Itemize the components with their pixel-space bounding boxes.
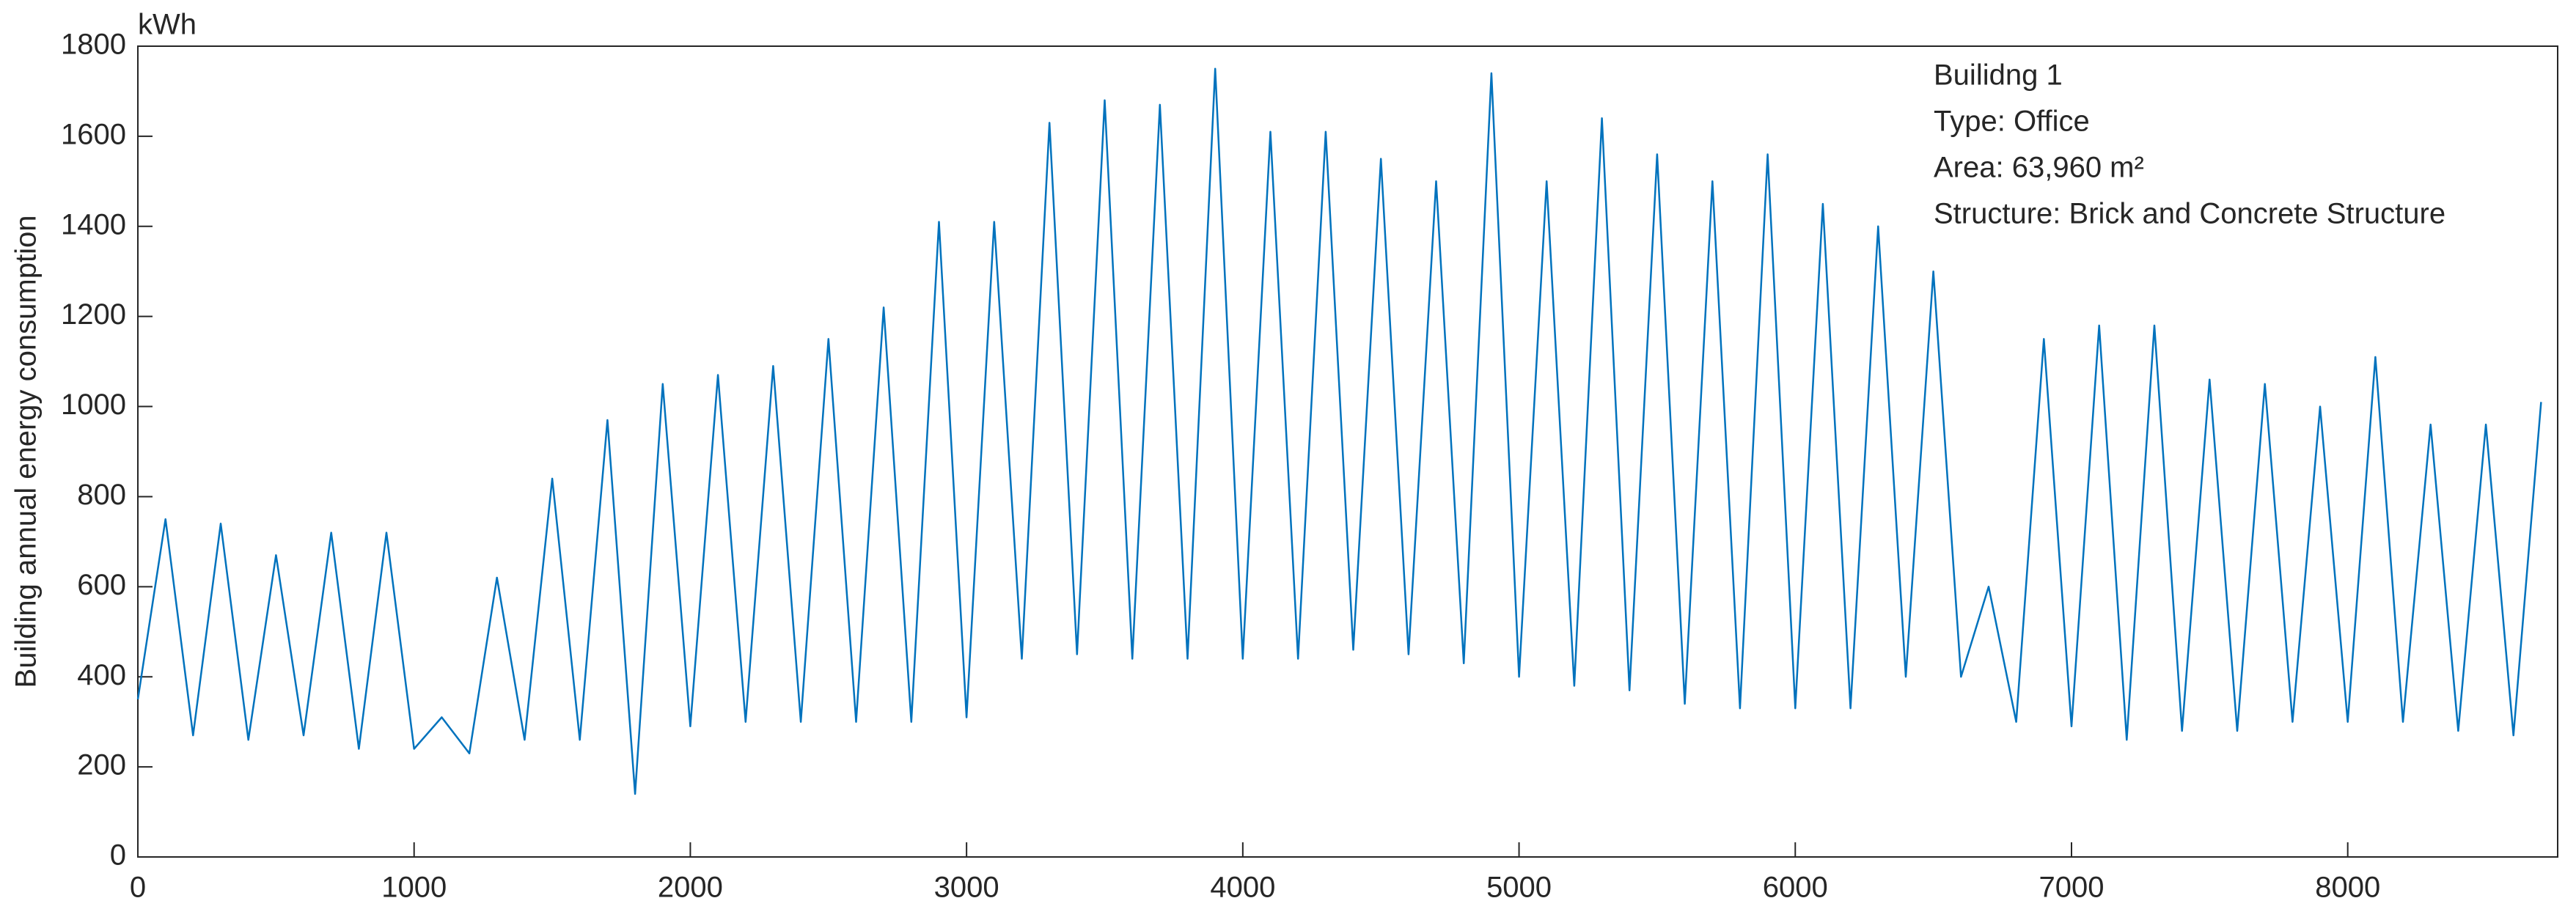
- annotation: Builidng 1: [1934, 59, 2063, 92]
- data-line: [136, 67, 2542, 795]
- y-tick-label: 1600: [61, 118, 126, 150]
- x-tick-label: 6000: [1763, 872, 1828, 904]
- plot-area: [137, 45, 2558, 858]
- y-unit: kWh: [138, 9, 197, 41]
- y-tick-label: 800: [77, 479, 126, 511]
- x-tick-label: 3000: [934, 872, 999, 904]
- y-axis-label: Building annual energy consumption: [10, 216, 43, 688]
- y-tick-label: 1200: [61, 298, 126, 331]
- y-tick-label: 200: [77, 749, 126, 781]
- y-tick-label: 0: [110, 839, 126, 872]
- x-tick-label: 0: [130, 872, 146, 904]
- y-tick-label: 1800: [61, 29, 126, 61]
- annotation: Area: 63,960 m²: [1934, 152, 2144, 184]
- y-tick-label: 1000: [61, 389, 126, 421]
- x-tick-label: 8000: [2315, 872, 2380, 904]
- x-tick-label: 7000: [2039, 872, 2104, 904]
- y-tick-label: 600: [77, 569, 126, 601]
- y-tick-label: 1400: [61, 208, 126, 240]
- y-tick-label: 400: [77, 659, 126, 691]
- annotation: Type: Office: [1934, 106, 2090, 138]
- x-tick-label: 5000: [1486, 872, 1552, 904]
- x-tick-label: 4000: [1210, 872, 1275, 904]
- x-tick-label: 1000: [381, 872, 447, 904]
- x-tick-label: 2000: [658, 872, 723, 904]
- annotation: Structure: Brick and Concrete Structure: [1934, 198, 2445, 230]
